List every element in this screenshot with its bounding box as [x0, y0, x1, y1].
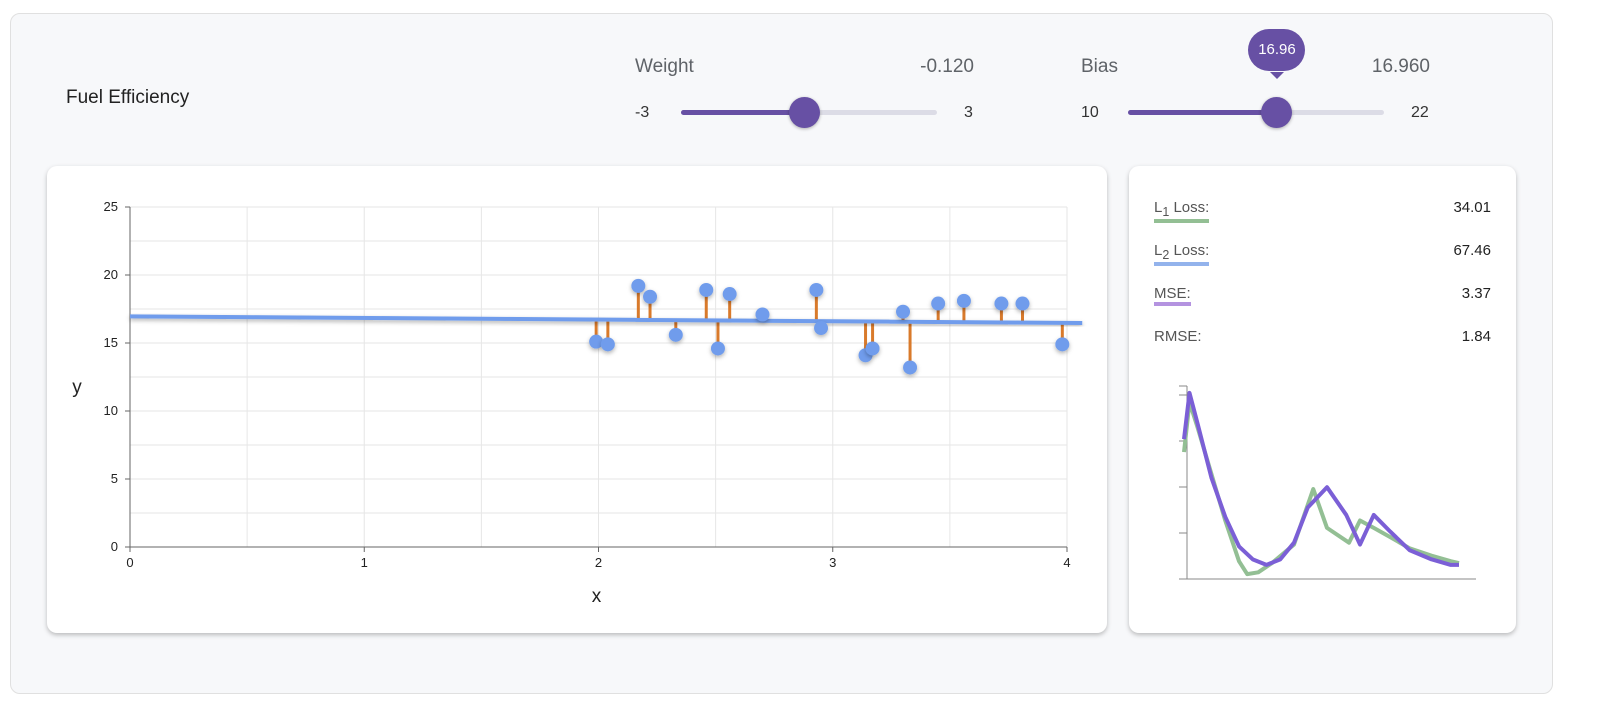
data-point — [903, 360, 918, 375]
data-point — [600, 337, 615, 352]
y-tick-label: 25 — [104, 199, 118, 214]
metric-rmse: RMSE: 1.84 — [1154, 328, 1491, 345]
y-tick-label: 0 — [111, 539, 118, 554]
data-point — [956, 293, 971, 308]
x-tick-label: 1 — [361, 555, 368, 570]
y-tick-label: 5 — [111, 471, 118, 486]
bias-slider-fill — [1128, 110, 1277, 115]
y-tick-label: 20 — [104, 267, 118, 282]
scatter-card: 0 1 2 3 4 0 5 10 15 20 25 x y — [47, 166, 1107, 633]
scatter-chart: 0 1 2 3 4 0 5 10 15 20 25 x y — [72, 199, 1083, 607]
dataset-title: Fuel Efficiency — [66, 87, 190, 108]
metric-l2: L2 Loss: 67.46 — [1154, 242, 1491, 266]
weight-min: -3 — [635, 104, 650, 121]
metric-rmse-label: RMSE: — [1154, 328, 1202, 345]
loss-curve-mse — [1182, 390, 1459, 567]
bias-value: 16.960 — [1371, 56, 1430, 77]
metric-mse-label: MSE: — [1154, 285, 1191, 306]
x-tick-label: 4 — [1063, 555, 1070, 570]
bias-max: 22 — [1411, 104, 1429, 121]
data-point — [631, 278, 646, 293]
weight-slider[interactable] — [681, 97, 937, 128]
regression-line — [129, 314, 1083, 325]
data-point — [865, 341, 880, 356]
data-point — [814, 321, 829, 336]
x-tick-label: 2 — [595, 555, 602, 570]
weight-label: Weight — [635, 56, 694, 77]
data-point — [722, 287, 737, 302]
metric-l2-label: L2 Loss: — [1154, 242, 1210, 266]
data-point — [643, 289, 658, 304]
y-tick-label: 10 — [104, 403, 118, 418]
weight-value: -0.120 — [920, 56, 974, 77]
bias-slider[interactable]: 16.96 — [1128, 29, 1384, 128]
data-point — [931, 296, 946, 311]
bias-slider-thumb[interactable]: 16.96 — [1248, 29, 1306, 128]
loss-curve-chart — [1179, 385, 1476, 580]
data-point — [809, 282, 824, 297]
metric-l1: L1 Loss: 34.01 — [1154, 199, 1491, 223]
x-axis-label: x — [592, 586, 602, 607]
data-point — [896, 304, 911, 319]
data-point — [1055, 337, 1070, 352]
x-tick-label: 3 — [829, 555, 836, 570]
data-point — [1015, 296, 1030, 311]
metric-mse-value: 3.37 — [1461, 285, 1491, 302]
data-point — [699, 282, 714, 297]
data-point — [755, 307, 770, 322]
y-axis-label: y — [72, 377, 82, 398]
weight-max: 3 — [964, 104, 973, 121]
metric-l1-value: 34.01 — [1453, 199, 1491, 216]
data-point — [994, 296, 1009, 311]
weight-slider-fill — [681, 110, 804, 115]
bias-label: Bias — [1081, 56, 1118, 77]
data-point — [589, 334, 604, 349]
metric-mse: MSE: 3.37 — [1154, 285, 1491, 306]
loss-curve-l1 — [1182, 400, 1460, 577]
metric-rmse-value: 1.84 — [1461, 328, 1491, 345]
data-point — [668, 327, 683, 342]
y-tick-label: 15 — [104, 335, 118, 350]
metric-l1-label: L1 Loss: — [1154, 199, 1210, 223]
weight-slider-thumb[interactable] — [788, 97, 820, 128]
bias-min: 10 — [1081, 104, 1099, 121]
metric-l2-value: 67.46 — [1453, 242, 1491, 259]
x-tick-label: 0 — [126, 555, 133, 570]
data-point — [710, 341, 725, 356]
loss-card: L1 Loss: 34.01 L2 Loss: 67.46 MSE: 3.37 … — [1129, 166, 1516, 633]
bias-value-tooltip: 16.96 — [1248, 29, 1306, 79]
